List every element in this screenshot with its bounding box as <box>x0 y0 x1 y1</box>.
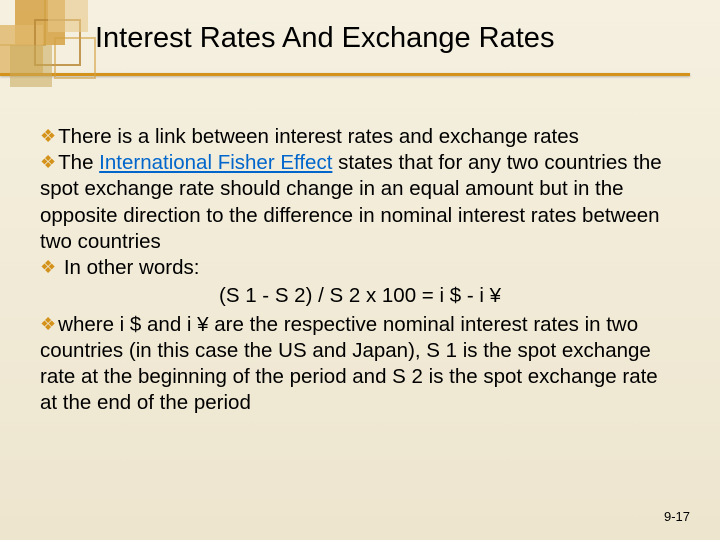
page-number: 9-17 <box>664 509 690 524</box>
slide-title: Interest Rates And Exchange Rates <box>95 22 690 55</box>
fisher-effect-link[interactable]: International Fisher Effect <box>99 151 332 174</box>
bullet-2-pre: The <box>58 151 99 174</box>
bullet-3: ❖ In other words: <box>40 255 680 281</box>
formula-line: (S 1 - S 2) / S 2 x 100 = i $ - i ¥ <box>40 281 680 311</box>
title-area: Interest Rates And Exchange Rates <box>0 0 720 65</box>
diamond-icon: ❖ <box>40 152 56 172</box>
bullet-2: ❖The International Fisher Effect states … <box>40 150 680 255</box>
diamond-icon: ❖ <box>40 314 56 334</box>
bullet-4-text: where i $ and i ¥ are the respective nom… <box>40 313 658 415</box>
bullet-1: ❖There is a link between interest rates … <box>40 124 680 150</box>
diamond-icon: ❖ <box>40 126 56 146</box>
slide-body: ❖There is a link between interest rates … <box>0 76 720 417</box>
diamond-icon: ❖ <box>40 257 56 277</box>
bullet-4: ❖where i $ and i ¥ are the respective no… <box>40 312 680 417</box>
bullet-1-text: There is a link between interest rates a… <box>58 125 579 148</box>
bullet-3-text: In other words: <box>58 256 199 279</box>
